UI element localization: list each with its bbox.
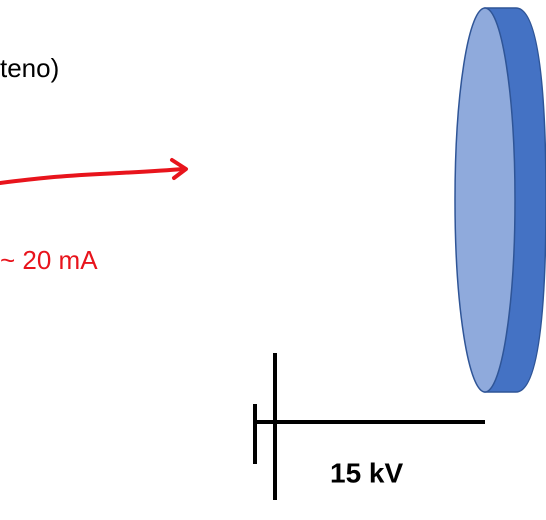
current-label: ~ 20 mA [0,245,98,275]
current-arrow [0,167,185,185]
text-fragment: teno) [0,53,59,83]
arrow-head [170,158,188,180]
disk-face [454,7,516,393]
voltage-label: 15 kV [330,457,403,488]
